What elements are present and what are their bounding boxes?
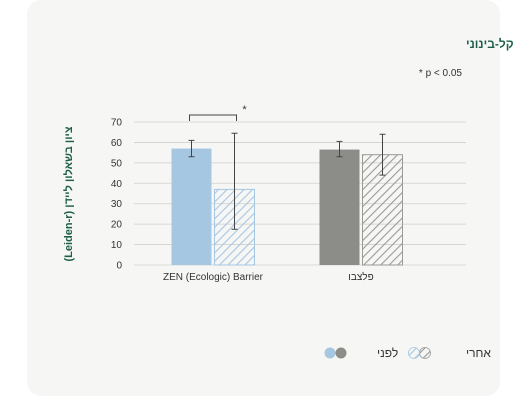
y-tick-label: 50 <box>111 158 123 169</box>
y-tick-label: 10 <box>111 240 123 251</box>
legend-after-label: אחרי <box>466 346 491 360</box>
y-tick-label: 70 <box>111 118 123 129</box>
y-tick-label: 30 <box>111 199 123 210</box>
y-tick-label: 60 <box>111 138 123 149</box>
bar-placebo-before <box>319 149 360 265</box>
bar-zen-before <box>171 148 212 265</box>
y-tick-label: 0 <box>116 261 122 272</box>
y-tick-label: 20 <box>111 220 123 231</box>
chart-card <box>27 0 500 396</box>
x-category-label: פלצבו <box>348 271 373 283</box>
significance-note: * p < 0.05 <box>419 68 463 79</box>
significance-star: * <box>242 104 247 116</box>
legend-after-blue-dot <box>408 347 420 359</box>
legend-after-grey-dot <box>419 347 431 359</box>
y-tick-label: 40 <box>111 179 123 190</box>
legend-before-label: לפני <box>377 346 398 360</box>
legend-before-blue-dot <box>324 347 336 359</box>
x-category-label: ZEN (Ecologic) Barrier <box>163 272 264 283</box>
legend-before-grey-dot <box>335 347 347 359</box>
chart-title: דכאון קל-בינוני <box>466 37 513 51</box>
significance-bracket <box>189 114 237 121</box>
y-axis-label: ציון בשאלון ליידן (Leiden-r) <box>62 126 75 261</box>
legend: לפני אחרי <box>324 346 491 360</box>
